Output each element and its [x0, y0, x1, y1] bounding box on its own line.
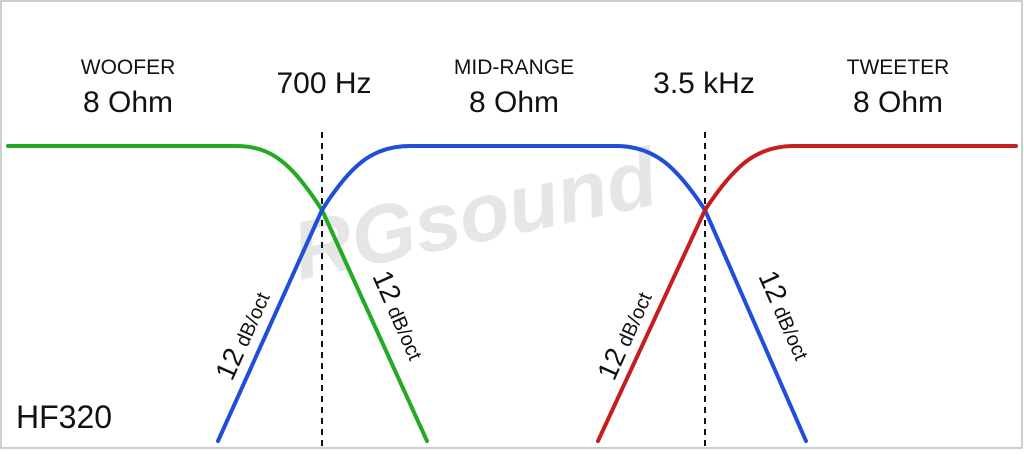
woofer-curve: [6, 144, 429, 443]
crossover-freq-2: 3.5 kHz: [653, 67, 755, 100]
tweeter-title: TWEETER: [847, 56, 950, 79]
tweeter-curve: [596, 144, 1018, 443]
crossover-freq-1: 700 Hz: [276, 67, 371, 100]
midrange-impedance: 8 Ohm: [469, 86, 559, 119]
midrange-curve: [216, 144, 808, 443]
woofer-title: WOOFER: [81, 56, 176, 79]
tweeter-impedance: 8 Ohm: [853, 86, 943, 119]
model-label: HF320: [16, 399, 112, 435]
midrange-title: MID-RANGE: [454, 56, 574, 79]
woofer-impedance: 8 Ohm: [83, 86, 173, 119]
